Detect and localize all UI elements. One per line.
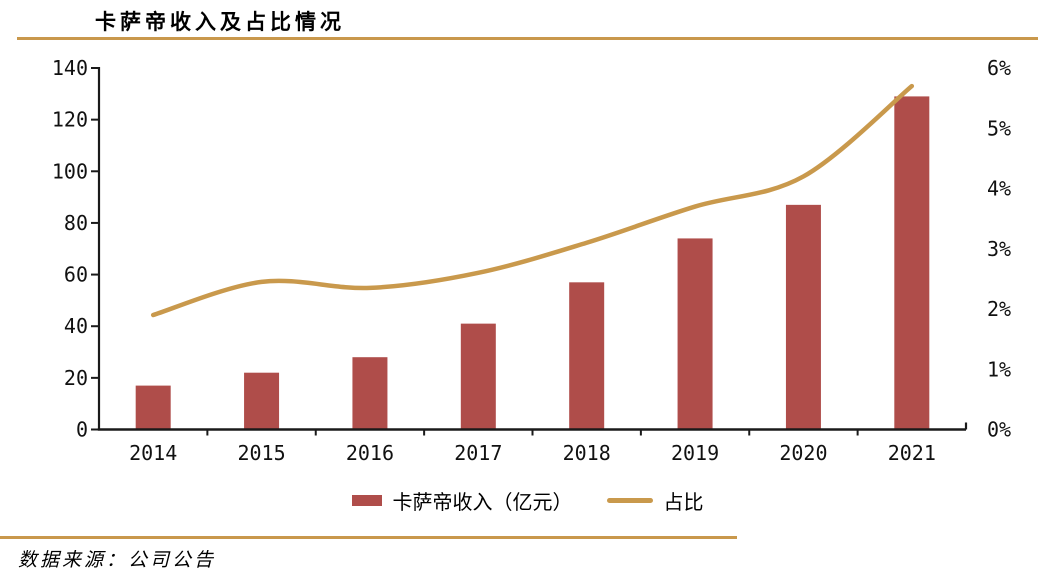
x-tick-label: 2016 xyxy=(346,441,394,465)
revenue-bar-swatch xyxy=(351,495,382,506)
bar-2015 xyxy=(244,372,280,430)
x-tick-label: 2020 xyxy=(779,441,827,465)
x-tick-label: 2021 xyxy=(888,441,936,465)
right-tick-label: 4% xyxy=(987,177,1011,201)
x-tick-label: 2017 xyxy=(454,441,502,465)
page-title: 卡萨帝收入及占比情况 xyxy=(95,10,345,34)
legend-item-revenue: 卡萨帝收入（亿元） xyxy=(351,486,573,515)
y-tick-label: 140 xyxy=(52,56,88,80)
y-tick-label: 120 xyxy=(52,108,88,132)
bar-2017 xyxy=(460,323,496,430)
legend-label-revenue: 卡萨帝收入（亿元） xyxy=(392,492,573,514)
x-tick-label: 2018 xyxy=(563,441,611,465)
right-tick-label: 5% xyxy=(987,116,1011,140)
right-tick-label: 3% xyxy=(987,237,1011,261)
x-tick-label: 2014 xyxy=(129,441,177,465)
bar-2021 xyxy=(894,96,930,430)
bar-2014 xyxy=(135,385,171,430)
source-note: 数据来源：公司公告 xyxy=(18,550,217,571)
bar-2020 xyxy=(785,204,821,430)
right-tick-label: 0% xyxy=(987,418,1011,442)
top-divider xyxy=(17,37,1038,40)
x-tick-label: 2019 xyxy=(671,441,719,465)
revenue-share-chart: 0 20 40 60 80 100 120 140 0% 1% 2% 3% 4% 5% 6% 2014 2015… xyxy=(52,56,1011,465)
legend-label-share: 占比 xyxy=(663,492,704,514)
y-tick-label: 80 xyxy=(64,211,88,235)
right-tick-label: 1% xyxy=(987,357,1011,381)
y-tick-label: 60 xyxy=(64,263,88,287)
y-tick-label: 0 xyxy=(76,418,88,442)
share-line xyxy=(150,83,915,318)
bar-2018 xyxy=(569,282,605,430)
y-tick-label: 40 xyxy=(64,314,88,338)
share-line-swatch xyxy=(606,498,653,503)
bar-2016 xyxy=(352,357,388,430)
right-tick-label: 2% xyxy=(987,297,1011,321)
y-tick-label: 20 xyxy=(64,366,88,390)
bar-2019 xyxy=(677,238,713,430)
y-tick-label: 100 xyxy=(52,159,88,183)
chart-legend: 卡萨帝收入（亿元） 占比 xyxy=(0,486,1055,515)
x-tick-label: 2015 xyxy=(237,441,285,465)
legend-item-share: 占比 xyxy=(606,486,704,515)
right-tick-label: 6% xyxy=(987,56,1011,80)
bottom-divider xyxy=(0,536,737,539)
